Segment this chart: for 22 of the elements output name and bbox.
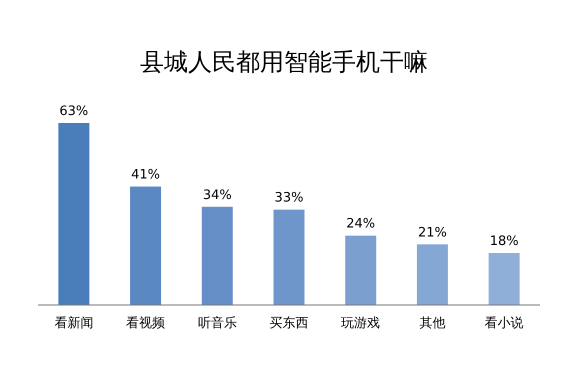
x-tick-label: 看视频 (126, 316, 166, 331)
data-label: 24% (346, 216, 376, 232)
x-tick-label: 玩游戏 (341, 316, 380, 331)
x-tick-label: 看新闻 (54, 316, 94, 331)
data-label: 63% (59, 104, 88, 119)
data-label: 21% (418, 225, 447, 240)
bar (130, 186, 162, 305)
x-tick-label: 其他 (419, 316, 446, 331)
data-label: 18% (490, 234, 519, 249)
data-label: 41% (131, 168, 160, 183)
bar (345, 236, 376, 305)
bar (416, 244, 448, 305)
data-label: 33% (274, 190, 304, 206)
x-tick-label: 买东西 (270, 316, 308, 331)
chart-title: 县城人民都用智能手机干嘛 (140, 48, 428, 76)
bar (202, 206, 233, 305)
data-label: 34% (202, 188, 232, 203)
x-tick-label: 看小说 (484, 316, 524, 331)
bar (488, 253, 520, 305)
bar (58, 123, 90, 305)
bar (274, 210, 304, 305)
x-tick-label: 听音乐 (198, 316, 237, 331)
